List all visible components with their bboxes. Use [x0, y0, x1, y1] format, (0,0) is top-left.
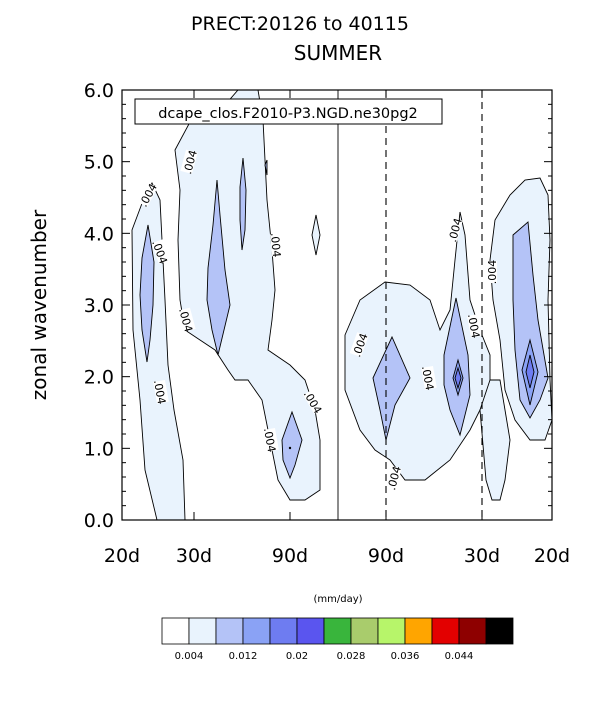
colorbar-cell — [296, 617, 325, 645]
colorbar-label: 0.012 — [229, 651, 258, 662]
contour-label-bg — [153, 379, 169, 404]
x-tick-label: 90d — [272, 545, 308, 567]
contour-fill-peak — [454, 354, 535, 390]
y-tick-label: 1.0 — [84, 438, 114, 460]
chart-subtitle: SUMMER — [294, 41, 382, 65]
colorbar-cell — [377, 617, 406, 645]
colorbar-labels: 0.004 0.012 0.02 0.028 0.036 0.044 — [175, 651, 474, 662]
colorbar — [161, 617, 514, 645]
colorbar-cell — [215, 617, 244, 645]
legend-box — [134, 98, 443, 125]
contour-label-bg — [384, 465, 402, 490]
colorbar-units: (mm/day) — [313, 594, 362, 605]
region-left-1 — [131, 181, 186, 521]
y-tick-label: 2.0 — [84, 367, 114, 389]
x-tick-label: 20d — [104, 545, 140, 567]
x-tick-label: 30d — [464, 545, 500, 567]
region-right-2 — [479, 379, 511, 501]
colorbar-cell — [161, 617, 190, 645]
y-tick-label: 5.0 — [84, 152, 114, 174]
contour-label-bg — [467, 313, 483, 338]
y-tick-label: 6.0 — [84, 80, 114, 102]
colorbar-cell — [485, 617, 514, 645]
contour-label-bg — [445, 217, 463, 242]
contour-label: .004 — [261, 427, 278, 453]
y-tick-label: 3.0 — [84, 295, 114, 317]
core-4 — [264, 159, 268, 176]
contour-label-bg — [303, 388, 325, 415]
legend-text: dcape_clos.F2010-P3.NGD.ne30pg2 — [158, 106, 418, 122]
colorbar-cell — [404, 617, 433, 645]
colorbar-cell — [323, 617, 352, 645]
colorbar-label: 0.036 — [391, 651, 420, 662]
x-tick-label: 20d — [534, 545, 570, 567]
colorbar-label: 0.028 — [337, 651, 366, 662]
contour-label-bg — [270, 233, 284, 257]
y-axis: 0.0 1.0 2.0 3.0 4.0 5.0 6.0 — [84, 80, 552, 532]
contour-label-bg — [136, 182, 158, 208]
colorbar-cell — [350, 617, 379, 645]
x-tick-label: 30d — [176, 545, 212, 567]
peak-3 — [454, 366, 462, 390]
y-tick-label: 4.0 — [84, 223, 114, 245]
contour-label: .004 — [486, 260, 499, 285]
x-tick-label: 90d — [368, 545, 404, 567]
colorbar-label: 0.02 — [286, 651, 308, 662]
contour-label-bg — [151, 239, 171, 265]
contour-label-bg — [180, 149, 198, 174]
region-left-3 — [311, 214, 321, 256]
contour-label: .004 — [385, 465, 404, 492]
y-axis-label: zonal wavenumber — [27, 209, 51, 400]
contour-label: .004 — [181, 149, 200, 176]
contour-label-bg — [263, 427, 279, 452]
contour-label: .004 — [151, 379, 168, 405]
colorbar-cell — [188, 617, 217, 645]
core-6 — [372, 335, 411, 441]
contour-label-bg — [178, 307, 196, 332]
core-1 — [139, 224, 155, 363]
core-5 — [281, 410, 303, 480]
core-3 — [239, 157, 247, 251]
contour-label: .004 — [446, 217, 465, 244]
core-2 — [206, 179, 231, 356]
contour-label: .004 — [419, 365, 436, 391]
colorbar-cell — [242, 617, 271, 645]
colorbar-label: 0.004 — [175, 651, 204, 662]
peak-4 — [525, 354, 535, 389]
colorbar-cell — [269, 617, 298, 645]
core-8 — [512, 221, 549, 419]
contour-label: .004 — [268, 232, 283, 258]
contour-label-bg — [421, 365, 437, 390]
x-axis: 20d 30d 90d 90d 30d 20d — [104, 90, 570, 567]
colorbar-label: 0.044 — [445, 651, 474, 662]
peak-dot — [288, 446, 292, 450]
contour-label-bg — [485, 261, 497, 283]
contour-label: .004 — [465, 313, 482, 339]
chart-title: PRECT:20126 to 40115 — [191, 13, 409, 35]
y-tick-label: 0.0 — [84, 510, 114, 532]
contour-label-bg — [349, 332, 369, 358]
colorbar-cell — [431, 617, 460, 645]
colorbar-cell — [458, 617, 487, 645]
contour-fill-mid — [139, 157, 549, 480]
contour-label: .004 — [176, 307, 195, 334]
